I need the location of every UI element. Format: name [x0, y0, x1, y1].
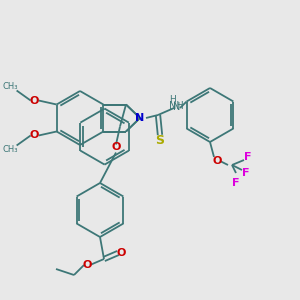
Text: CH₃: CH₃	[3, 145, 18, 154]
Text: S: S	[155, 134, 164, 146]
Text: F: F	[242, 168, 250, 178]
Text: O: O	[212, 156, 222, 166]
Text: H: H	[169, 94, 176, 103]
Text: O: O	[30, 130, 39, 140]
Text: O: O	[116, 248, 126, 258]
Text: NH: NH	[169, 101, 183, 111]
Text: F: F	[244, 152, 252, 162]
Text: O: O	[111, 142, 121, 152]
Text: N: N	[173, 102, 181, 112]
Text: CH₃: CH₃	[3, 82, 18, 91]
Text: O: O	[82, 260, 92, 270]
Text: O: O	[30, 95, 39, 106]
Text: F: F	[232, 178, 240, 188]
Text: N: N	[135, 113, 145, 123]
